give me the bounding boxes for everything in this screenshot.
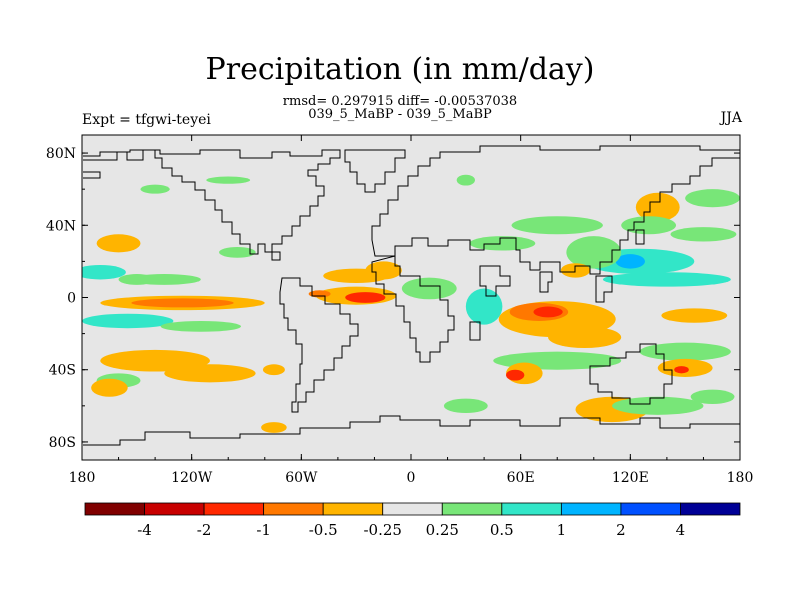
coastline-arabia xyxy=(479,265,511,297)
x-tick-label: 60E xyxy=(507,470,535,486)
anomaly-patch xyxy=(465,288,503,325)
colorbar-swatch xyxy=(680,502,741,516)
anomaly-patch xyxy=(262,364,285,376)
anomaly-patch xyxy=(690,389,735,405)
anomaly-patch xyxy=(612,396,704,415)
coastline-se-asia xyxy=(595,275,613,303)
coastline-eurasia-africa xyxy=(371,145,740,275)
anomaly-patch xyxy=(261,422,287,433)
colorbar-swatch xyxy=(620,502,681,516)
x-tick-label: 60W xyxy=(285,470,318,486)
anomaly-patch xyxy=(674,366,689,374)
anomaly-patch xyxy=(566,236,622,269)
y-tick-label: 40S xyxy=(49,363,76,379)
anomaly-patch xyxy=(401,277,457,300)
coastlines xyxy=(83,145,740,446)
anomaly-patch xyxy=(533,306,563,318)
colorbar-label: -0.25 xyxy=(363,521,401,539)
y-tick-label: 80N xyxy=(46,146,76,162)
anomaly-patch xyxy=(685,189,740,208)
anomaly-patch xyxy=(131,298,234,308)
anomaly-patch xyxy=(506,369,525,381)
anomaly-patch xyxy=(160,320,242,332)
x-tick-label: 180 xyxy=(727,470,754,486)
colorbar-swatch xyxy=(144,502,205,516)
axes: 180 120W 60W 0 60E 120E 180 80N 40N 0 40S 80S xyxy=(46,135,753,486)
colorbar-swatch xyxy=(382,502,443,516)
y-tick-label: 40N xyxy=(46,218,76,234)
anomaly-patch xyxy=(548,326,622,349)
anomaly-patch xyxy=(511,216,603,235)
anomaly-patch xyxy=(82,313,174,329)
chart-title: Precipitation (in mm/day) xyxy=(205,52,595,87)
stats-line: rmsd= 0.297915 diff= -0.00537038 xyxy=(282,94,518,109)
chart-subtitle: 039_5_MaBP - 039_5_MaBP xyxy=(308,107,492,122)
colorbar-label: 1 xyxy=(557,521,567,539)
anomaly-layer xyxy=(82,174,740,433)
anomaly-patch xyxy=(602,272,731,287)
season-label: JJA xyxy=(720,110,742,126)
anomaly-patch xyxy=(206,176,251,184)
coastline-india xyxy=(539,271,553,293)
colorbar-label: 0.25 xyxy=(426,521,459,539)
anomaly-patch xyxy=(365,261,402,280)
coastline-antarctica xyxy=(83,415,740,446)
coastline-japan xyxy=(635,229,645,245)
x-tick-label: 180 xyxy=(69,470,96,486)
colorbar-swatch xyxy=(322,502,384,516)
anomaly-patch xyxy=(127,274,201,285)
colorbar-label: -0.5 xyxy=(309,521,338,539)
y-tick-label: 0 xyxy=(67,291,76,307)
anomaly-patch xyxy=(140,184,170,194)
colorbar-swatch xyxy=(263,502,324,516)
anomaly-patch xyxy=(639,342,731,361)
anomaly-patch xyxy=(96,234,141,253)
colorbar-swatch xyxy=(560,502,622,516)
coastline-australia xyxy=(589,343,673,405)
anomaly-patch xyxy=(219,246,256,258)
colorbar-label: 2 xyxy=(616,521,626,539)
anomaly-patch xyxy=(443,398,488,414)
coastline-alaska xyxy=(83,171,101,179)
coastline-africa-south xyxy=(371,255,455,363)
colorbar-label: -4 xyxy=(137,521,152,539)
colorbar-swatch xyxy=(441,502,503,516)
anomaly-patch xyxy=(456,174,475,186)
coastline-greenland xyxy=(344,149,406,193)
anomaly-patch xyxy=(621,216,677,235)
colorbar-label: 0.5 xyxy=(490,521,514,539)
y-tick-label: 80S xyxy=(49,435,76,451)
colorbar-swatch xyxy=(501,502,562,516)
anomaly-patch xyxy=(345,292,386,303)
anomaly-patch xyxy=(635,192,680,222)
anomaly-patch xyxy=(469,236,536,251)
anomaly-patch xyxy=(100,349,210,372)
anomaly-patch xyxy=(615,254,645,269)
colorbar-swatch xyxy=(84,502,145,516)
colorbar-swatch xyxy=(203,502,265,516)
colorbar: -4 -2 -1 -0.5 -0.25 0.25 0.5 1 2 4 xyxy=(84,502,741,539)
coastline-madagascar xyxy=(469,321,481,341)
anomaly-patch xyxy=(670,227,737,242)
anomaly-patch xyxy=(82,265,126,280)
colorbar-label: -1 xyxy=(256,521,271,539)
anomaly-patch xyxy=(661,308,728,323)
x-tick-label: 120E xyxy=(612,470,649,486)
x-tick-label: 0 xyxy=(407,470,416,486)
x-tick-label: 120W xyxy=(171,470,213,486)
anomaly-patch xyxy=(91,378,128,397)
anomaly-patch xyxy=(164,364,256,383)
colorbar-label: 4 xyxy=(676,521,686,539)
coastline-north-america xyxy=(83,149,341,261)
colorbar-label: -2 xyxy=(197,521,212,539)
experiment-label: Expt = tfgwi-teyei xyxy=(82,112,211,128)
coastline-south-america xyxy=(279,277,359,413)
